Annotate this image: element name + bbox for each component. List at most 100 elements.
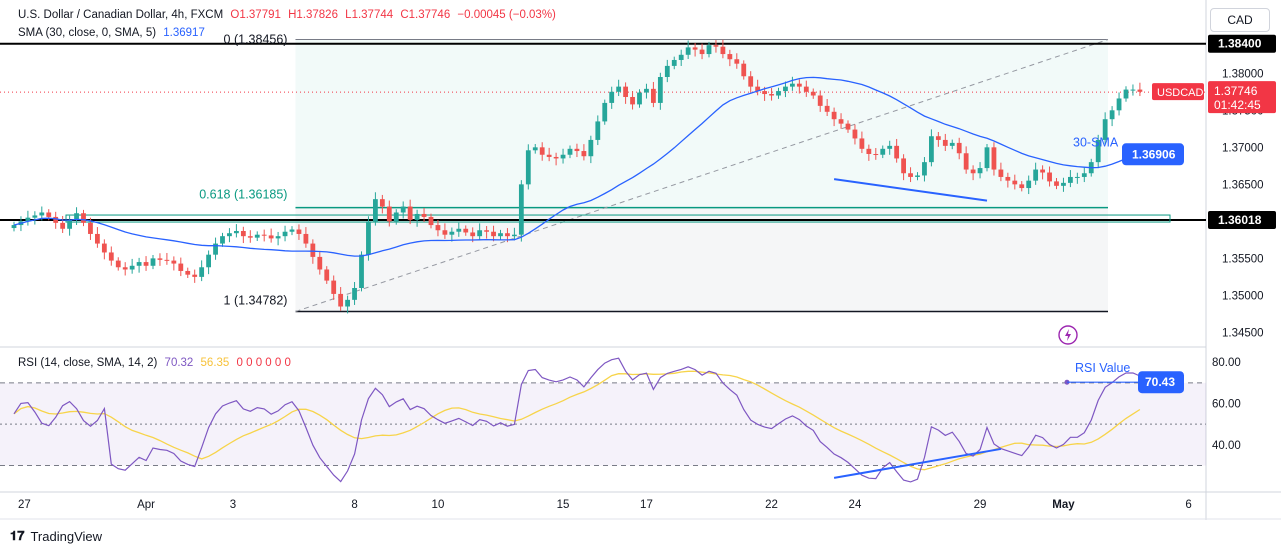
change-value: −0.00045 (−0.03%) xyxy=(457,9,556,21)
candle-body xyxy=(949,142,955,146)
last-price-badge xyxy=(1208,81,1276,114)
candle-body xyxy=(637,92,642,105)
open-value: O1.37791 xyxy=(230,9,281,21)
candle-body xyxy=(1137,89,1143,92)
candle-body xyxy=(254,234,260,238)
candle-body xyxy=(74,213,79,220)
candle-body xyxy=(470,232,476,237)
support-zone-box xyxy=(65,214,1171,223)
candle-body xyxy=(1040,169,1045,173)
rsi-legend[interactable]: RSI (14, close, SMA, 14, 2) 70.32 56.35 … xyxy=(18,357,295,369)
candle-body xyxy=(880,148,886,155)
candle-body xyxy=(762,91,767,95)
tradingview-brand[interactable]: 𝟏𝟕 TradingView xyxy=(10,528,102,544)
rsi-line xyxy=(13,357,1141,483)
candle-body xyxy=(623,86,628,97)
rsi-tick-label: 60.00 xyxy=(1212,399,1241,411)
sma-legend[interactable]: SMA (30, close, 0, SMA, 5) 1.36917 xyxy=(18,27,209,39)
candle-body xyxy=(518,184,524,235)
candle-body xyxy=(282,231,288,237)
level-label: 1.36018 xyxy=(1218,213,1262,227)
candle-body xyxy=(817,95,823,106)
rsi-label: RSI (14, close, SMA, 14, 2) xyxy=(18,357,158,369)
candle-body xyxy=(532,147,538,151)
sma-label: SMA (30, close, 0, SMA, 5) xyxy=(18,27,157,39)
ohlc-legend: U.S. Dollar / Canadian Dollar, 4h, FXCM … xyxy=(18,9,560,21)
candle-body xyxy=(651,88,656,103)
candle-body xyxy=(449,231,455,235)
candle-body xyxy=(136,262,142,266)
candle-body xyxy=(692,47,698,50)
candle-body xyxy=(414,213,420,220)
candle-body xyxy=(150,258,156,266)
candle-body xyxy=(484,230,489,232)
time-tick-label: 17 xyxy=(640,499,653,511)
sma-value: 1.36917 xyxy=(163,27,205,39)
candle-body xyxy=(935,136,941,140)
last-price-value: 1.37746 xyxy=(1214,84,1258,98)
currency-button[interactable]: CAD xyxy=(1210,8,1270,32)
candle-body xyxy=(873,153,879,155)
candle-body xyxy=(220,236,225,244)
candle-body xyxy=(956,142,962,154)
candle-body xyxy=(46,212,52,217)
candle-body xyxy=(581,151,587,157)
currency-label: CAD xyxy=(1227,13,1253,27)
candle-body xyxy=(1005,176,1011,181)
events-icon[interactable] xyxy=(1058,325,1078,345)
candle-body xyxy=(602,102,608,122)
fib-trend-line xyxy=(295,39,1109,313)
candle-body xyxy=(122,267,128,270)
time-tick-label: May xyxy=(1052,499,1075,511)
candle-body xyxy=(734,59,740,64)
candle-body xyxy=(678,54,684,60)
rsi-value: 70.32 xyxy=(164,357,194,369)
candle-body xyxy=(345,299,350,307)
price-tick-label: 1.34500 xyxy=(1222,327,1264,339)
sma-badge xyxy=(1122,143,1184,166)
rsi-extra-values: 0 0 0 0 0 0 xyxy=(236,357,291,369)
rsi-tick-label: 80.00 xyxy=(1212,357,1241,369)
candle-body xyxy=(671,59,677,66)
candle-body xyxy=(1019,184,1025,189)
candle-body xyxy=(887,145,893,149)
candle-body xyxy=(143,262,149,266)
candle-body xyxy=(477,230,483,237)
candle-body xyxy=(435,225,441,231)
candle-body xyxy=(741,63,747,77)
low-value: L1.37744 xyxy=(345,9,394,21)
candle-body xyxy=(227,233,232,237)
candle-body xyxy=(275,236,281,239)
candle-body xyxy=(310,243,316,257)
candle-body xyxy=(498,233,503,237)
candle-body xyxy=(1061,182,1066,186)
candle-body xyxy=(1026,180,1032,189)
candle-body xyxy=(845,123,851,130)
candle-body xyxy=(644,88,649,93)
candle-body xyxy=(1081,173,1087,177)
candle-body xyxy=(303,233,309,244)
close-value: C1.37746 xyxy=(400,9,451,21)
time-tick-label: 8 xyxy=(351,499,357,511)
candle-body xyxy=(810,91,816,96)
candle-body xyxy=(352,287,357,300)
candle-body xyxy=(442,230,448,235)
price-tick-label: 1.35500 xyxy=(1222,253,1264,265)
rsi-ma-line xyxy=(13,370,1141,471)
price-tick-label: 1.38000 xyxy=(1222,68,1264,80)
candle-body xyxy=(512,234,517,237)
candle-body xyxy=(1033,169,1039,181)
candle-body xyxy=(338,293,344,307)
rsi-badge xyxy=(1138,371,1184,394)
candle-body xyxy=(574,148,580,152)
price-divergence-line xyxy=(833,178,988,202)
candle-body xyxy=(505,233,510,237)
candle-body xyxy=(824,105,830,112)
candle-body xyxy=(400,206,406,213)
candle-body xyxy=(240,230,246,237)
candle-body xyxy=(831,111,837,120)
candle-body xyxy=(11,225,17,229)
candle-body xyxy=(567,148,573,155)
candle-body xyxy=(115,260,121,268)
